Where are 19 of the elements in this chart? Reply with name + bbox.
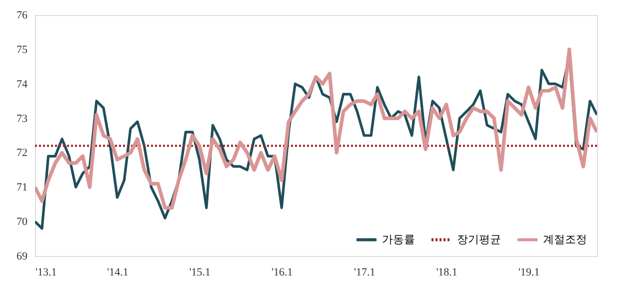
x-tick-label: '19.1 [518, 266, 540, 278]
y-tick-label: 74 [16, 78, 28, 90]
y-tick-label: 72 [16, 147, 28, 160]
legend-label: 가동률 [382, 232, 415, 246]
x-tick-label: '14.1 [107, 266, 128, 278]
y-tick-label: 75 [16, 44, 28, 56]
x-tick-label: '18.1 [436, 266, 458, 278]
y-tick-label: 73 [16, 112, 28, 125]
x-tick-label: '15.1 [189, 266, 211, 278]
legend-label: 장기평균 [457, 232, 501, 246]
y-tick-label: 71 [16, 182, 28, 194]
x-tick-label: '13.1 [36, 266, 57, 278]
y-tick-label: 69 [16, 250, 28, 262]
legend-label: 계절조정 [543, 232, 587, 246]
y-tick-label: 70 [16, 216, 28, 228]
line-series [35, 48, 597, 210]
x-tick-label: '17.1 [354, 266, 376, 278]
y-tick-label: 76 [16, 10, 28, 22]
x-tick-label: '16.1 [272, 266, 293, 278]
